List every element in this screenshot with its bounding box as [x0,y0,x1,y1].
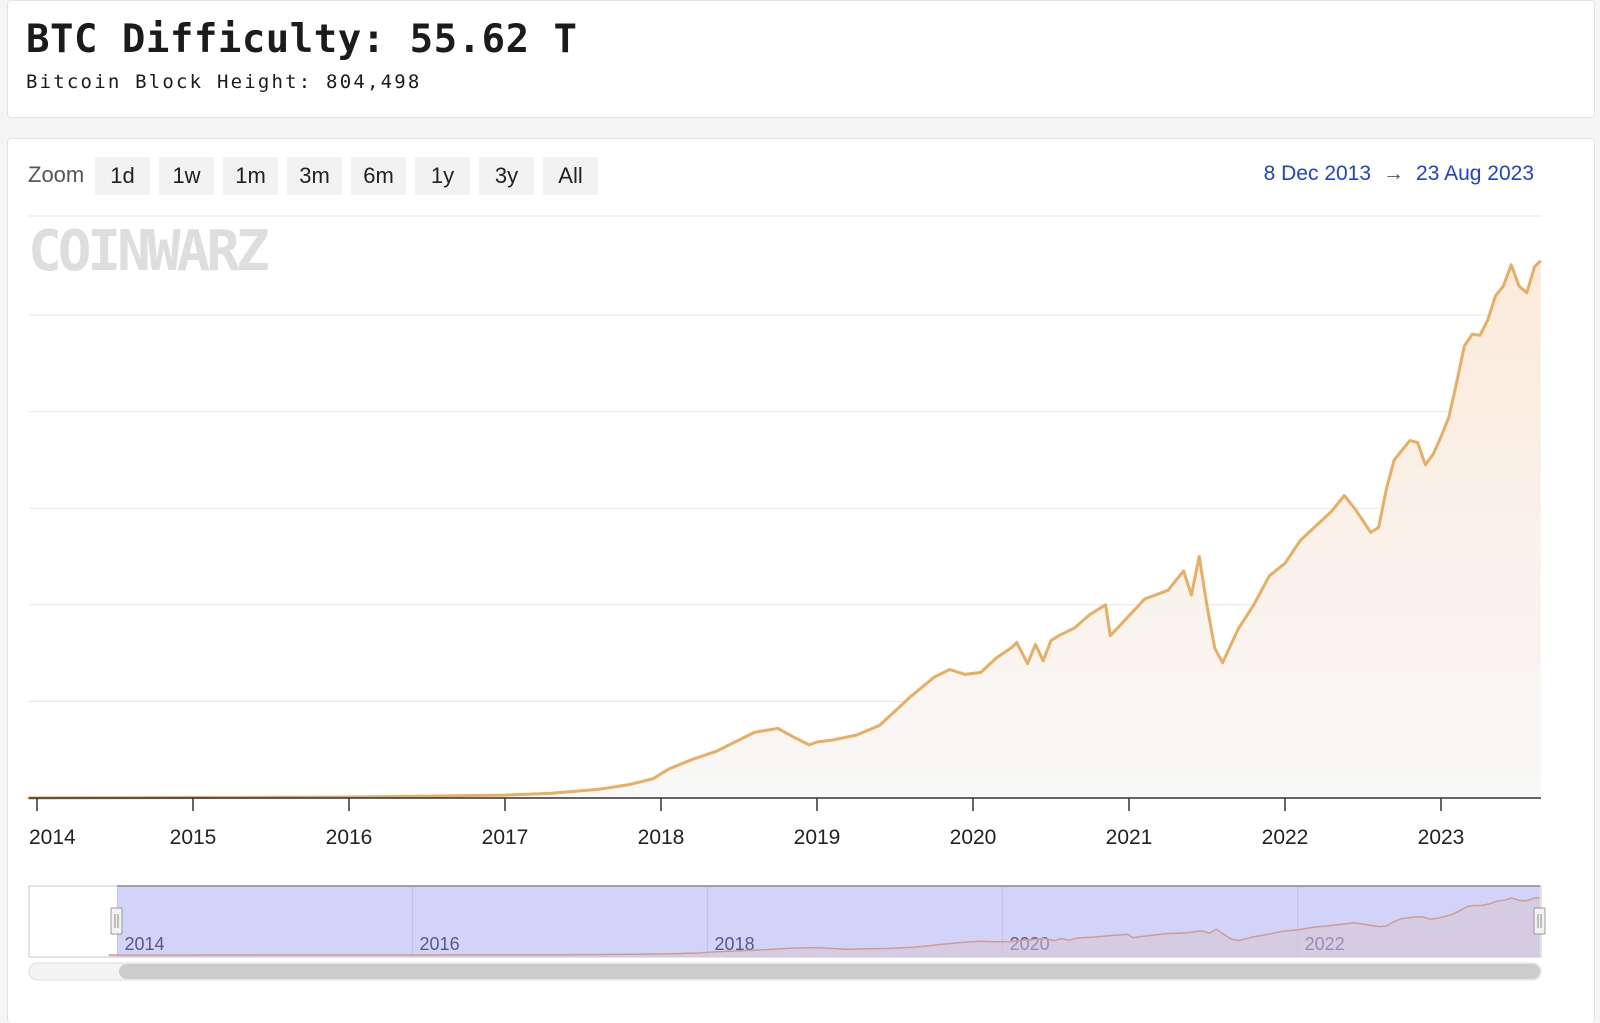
navigator-tick-label: 2016 [420,934,460,954]
navigator-right-handle[interactable] [1533,907,1546,935]
x-tick-label: 2014 [29,826,76,849]
page-title: BTC Difficulty: 55.62 T [26,17,578,62]
date-range: 8 Dec 2013 → 23 Aug 2023 [1264,162,1534,186]
navigator-area [108,897,1540,957]
x-tick-label: 2020 [950,826,997,849]
zoom-all-button[interactable]: All [543,157,598,195]
zoom-6m-button[interactable]: 6m [351,157,406,195]
navigator-tick-label: 2018 [715,934,755,954]
header-card: BTC Difficulty: 55.62 T Bitcoin Block He… [7,0,1595,118]
x-tick-label: 2018 [638,826,685,849]
x-tick-label: 2019 [794,826,841,849]
zoom-label: Zoom [28,162,85,187]
x-tick-label: 2015 [170,826,217,849]
block-height-subtitle: Bitcoin Block Height: 804,498 [26,71,422,93]
range-from-date[interactable]: 8 Dec 2013 [1263,162,1372,185]
x-tick-label: 2021 [1106,826,1153,849]
difficulty-series-line[interactable] [27,259,1542,800]
navigator-series-line [108,896,1540,956]
scrollbar-thumb[interactable] [119,964,1540,979]
zoom-1y-button[interactable]: 1y [415,157,470,195]
navigator-left-handle[interactable] [110,907,123,935]
x-tick-label: 2022 [1262,826,1309,849]
navigator-tick-label: 2014 [125,934,165,954]
zoom-1m-button[interactable]: 1m [223,157,278,195]
x-tick-label: 2016 [326,826,373,849]
range-to-date[interactable]: 23 Aug 2023 [1416,162,1534,185]
x-tick-label: 2017 [482,826,529,849]
range-arrow: → [1383,162,1405,185]
coinwarz-watermark: COINWARZ [28,219,268,284]
x-tick-label: 2023 [1418,826,1465,849]
zoom-1w-button[interactable]: 1w [159,157,214,195]
zoom-3y-button[interactable]: 3y [479,157,534,195]
zoom-3m-button[interactable]: 3m [287,157,342,195]
difficulty-area [27,260,1541,798]
zoom-1d-button[interactable]: 1d [95,157,150,195]
